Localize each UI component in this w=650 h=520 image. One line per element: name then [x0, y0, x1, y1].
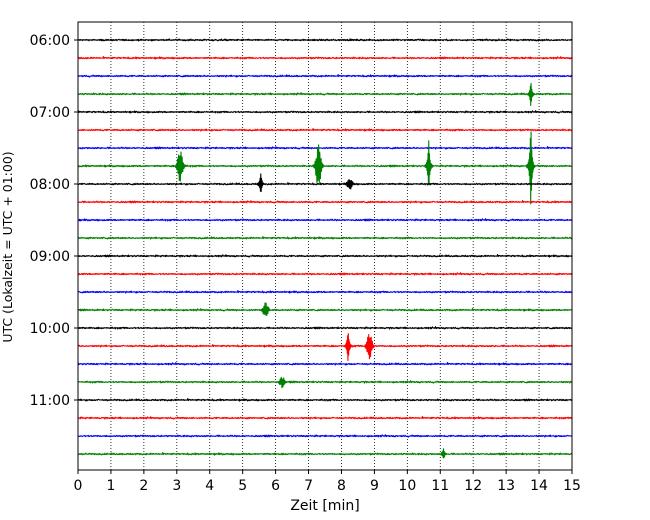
- x-tick-label-8: 8: [337, 478, 346, 494]
- x-tick-label-13: 13: [497, 478, 515, 494]
- x-tick-label-15: 15: [563, 478, 581, 494]
- x-tick-label-3: 3: [172, 478, 181, 494]
- trace-row-0645: [77, 82, 573, 106]
- trace-row-0830: [77, 218, 573, 222]
- trace-layer: [77, 38, 573, 459]
- trace-row-0615: [77, 55, 573, 60]
- trace-row-0900: [77, 253, 573, 258]
- trace-row-1045: [77, 376, 573, 389]
- y-axis-label: UTC (Lokalzeit = UTC + 01:00): [0, 151, 15, 342]
- trace-row-0700: [77, 109, 573, 114]
- y-tick-label-09:00: 09:00: [30, 249, 70, 265]
- x-tick-label-0: 0: [74, 478, 83, 494]
- x-tick-label-1: 1: [106, 478, 115, 494]
- trace-row-0930: [77, 289, 573, 294]
- x-tick-label-7: 7: [304, 478, 313, 494]
- y-tick-label-10:00: 10:00: [30, 321, 70, 337]
- trace-row-1100: [77, 397, 573, 402]
- x-tick-label-14: 14: [530, 478, 548, 494]
- trace-row-1015: [77, 333, 573, 362]
- y-tick-label-06:00: 06:00: [30, 33, 70, 49]
- x-tick-label-2: 2: [139, 478, 148, 494]
- x-tick-label-10: 10: [398, 478, 416, 494]
- trace-row-1145: [77, 448, 573, 459]
- plot-frame: [77, 21, 573, 471]
- x-tick-label-6: 6: [271, 478, 280, 494]
- trace-row-0800: [77, 173, 573, 193]
- y-tick-label-08:00: 08:00: [30, 177, 70, 193]
- trace-row-0600: [77, 38, 573, 42]
- tick-marks: 0 1 2 3 4 5 6 7 8 9 10 11 12 13 14 1506:0007:0008:0009:…: [30, 33, 581, 494]
- x-tick-label-12: 12: [464, 478, 482, 494]
- trace-row-0630: [77, 73, 573, 78]
- x-axis-label: Zeit [min]: [290, 498, 359, 514]
- x-tick-label-11: 11: [431, 478, 449, 494]
- trace-row-0745: [77, 131, 573, 205]
- x-tick-label-4: 4: [205, 478, 214, 494]
- trace-row-0915: [77, 272, 573, 276]
- trace-row-1030: [77, 361, 573, 366]
- trace-row-0945: [77, 302, 573, 317]
- trace-row-1000: [77, 326, 573, 330]
- trace-row-0730: [77, 145, 573, 150]
- y-tick-label-07:00: 07:00: [30, 105, 70, 121]
- trace-row-0845: [77, 235, 573, 240]
- y-tick-label-11:00: 11:00: [30, 393, 70, 409]
- x-tick-label-5: 5: [238, 478, 247, 494]
- trace-row-0715: [77, 127, 573, 132]
- trace-row-1130: [77, 434, 573, 438]
- x-tick-label-9: 9: [370, 478, 379, 494]
- trace-row-1115: [77, 415, 573, 420]
- trace-row-0815: [77, 199, 573, 204]
